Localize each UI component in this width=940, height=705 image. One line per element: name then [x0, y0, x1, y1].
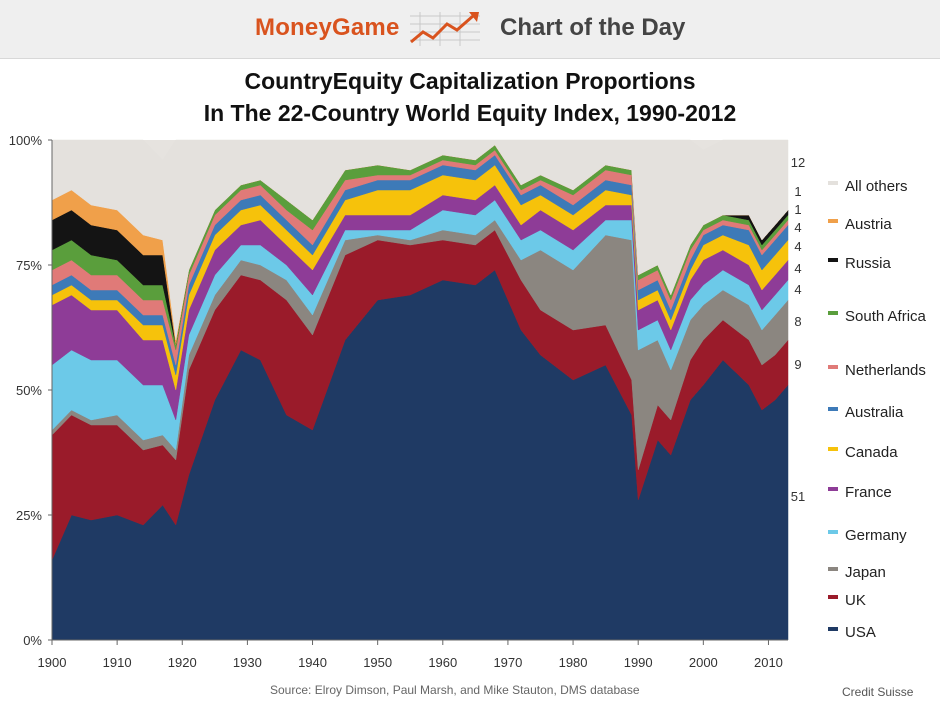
end-share-label-canada: 4 [794, 239, 801, 254]
legend-swatch-germany [828, 530, 838, 534]
legend-label-canada: Canada [845, 444, 898, 461]
x-tick-label: 1940 [298, 655, 327, 670]
credit-label: Credit Suisse [842, 685, 914, 699]
x-tick-label: 1900 [38, 655, 67, 670]
legend-label-japan: Japan [845, 564, 886, 581]
y-tick-label: 75% [16, 258, 42, 273]
y-tick-label: 0% [23, 633, 42, 648]
x-tick-label: 2000 [689, 655, 718, 670]
brand-logo-text: MoneyGame [255, 14, 400, 41]
legend-swatch-south-africa [828, 311, 838, 315]
x-tick-label: 1920 [168, 655, 197, 670]
legend-label-austria: Austria [845, 216, 892, 233]
x-tick-label: 1960 [428, 655, 457, 670]
legend-label-usa: USA [845, 624, 876, 641]
legend-swatch-australia [828, 407, 838, 411]
legend-label-netherlands: Netherlands [845, 362, 926, 379]
end-share-label-australia: 4 [794, 220, 801, 235]
banner: MoneyGame Chart of the Day [0, 0, 940, 59]
legend-label-uk: UK [845, 592, 866, 609]
trend-arrow-icon [410, 12, 480, 46]
y-tick-label: 50% [16, 383, 42, 398]
legend-label-all-others: All others [845, 178, 908, 195]
x-tick-label: 1980 [559, 655, 588, 670]
end-share-label-japan: 8 [794, 314, 801, 329]
x-tick-label: 1910 [103, 655, 132, 670]
x-tick-label: 1970 [493, 655, 522, 670]
legend-label-australia: Australia [845, 404, 904, 421]
legend-swatch-netherlands [828, 365, 838, 369]
end-share-label-south-africa: 1 [794, 184, 801, 199]
source-note: Source: Elroy Dimson, Paul Marsh, and Mi… [270, 683, 640, 697]
x-tick-label: 1930 [233, 655, 262, 670]
series-area-all-others [51, 139, 789, 341]
end-share-label-france: 4 [794, 261, 801, 276]
legend-label-south-africa: South Africa [845, 308, 927, 325]
y-tick-label: 25% [16, 508, 42, 523]
end-share-label-netherlands: 1 [794, 202, 801, 217]
legend-swatch-austria [828, 219, 838, 223]
end-share-label-germany: 4 [794, 282, 801, 297]
legend-swatch-japan [828, 567, 838, 571]
chart-of-the-day-label: Chart of the Day [500, 14, 686, 41]
chart-title: CountryEquity Capitalization Proportions [244, 68, 696, 94]
legend-swatch-canada [828, 447, 838, 451]
legend-swatch-all-others [828, 181, 838, 185]
legend-swatch-france [828, 487, 838, 491]
legend-label-germany: Germany [845, 527, 907, 544]
x-tick-label: 1950 [363, 655, 392, 670]
x-tick-label: 2010 [754, 655, 783, 670]
end-share-label-all-others: 12 [791, 155, 805, 170]
chart-subtitle: In The 22-Country World Equity Index, 19… [203, 100, 737, 126]
legend-label-france: France [845, 484, 892, 501]
y-tick-label: 100% [9, 133, 43, 148]
x-tick-label: 1990 [624, 655, 653, 670]
legend-swatch-uk [828, 595, 838, 599]
end-share-label-usa: 51 [791, 489, 805, 504]
end-share-label-uk: 9 [794, 357, 801, 372]
legend-swatch-russia [828, 258, 838, 262]
legend-label-russia: Russia [845, 255, 892, 272]
legend-swatch-usa [828, 627, 838, 631]
